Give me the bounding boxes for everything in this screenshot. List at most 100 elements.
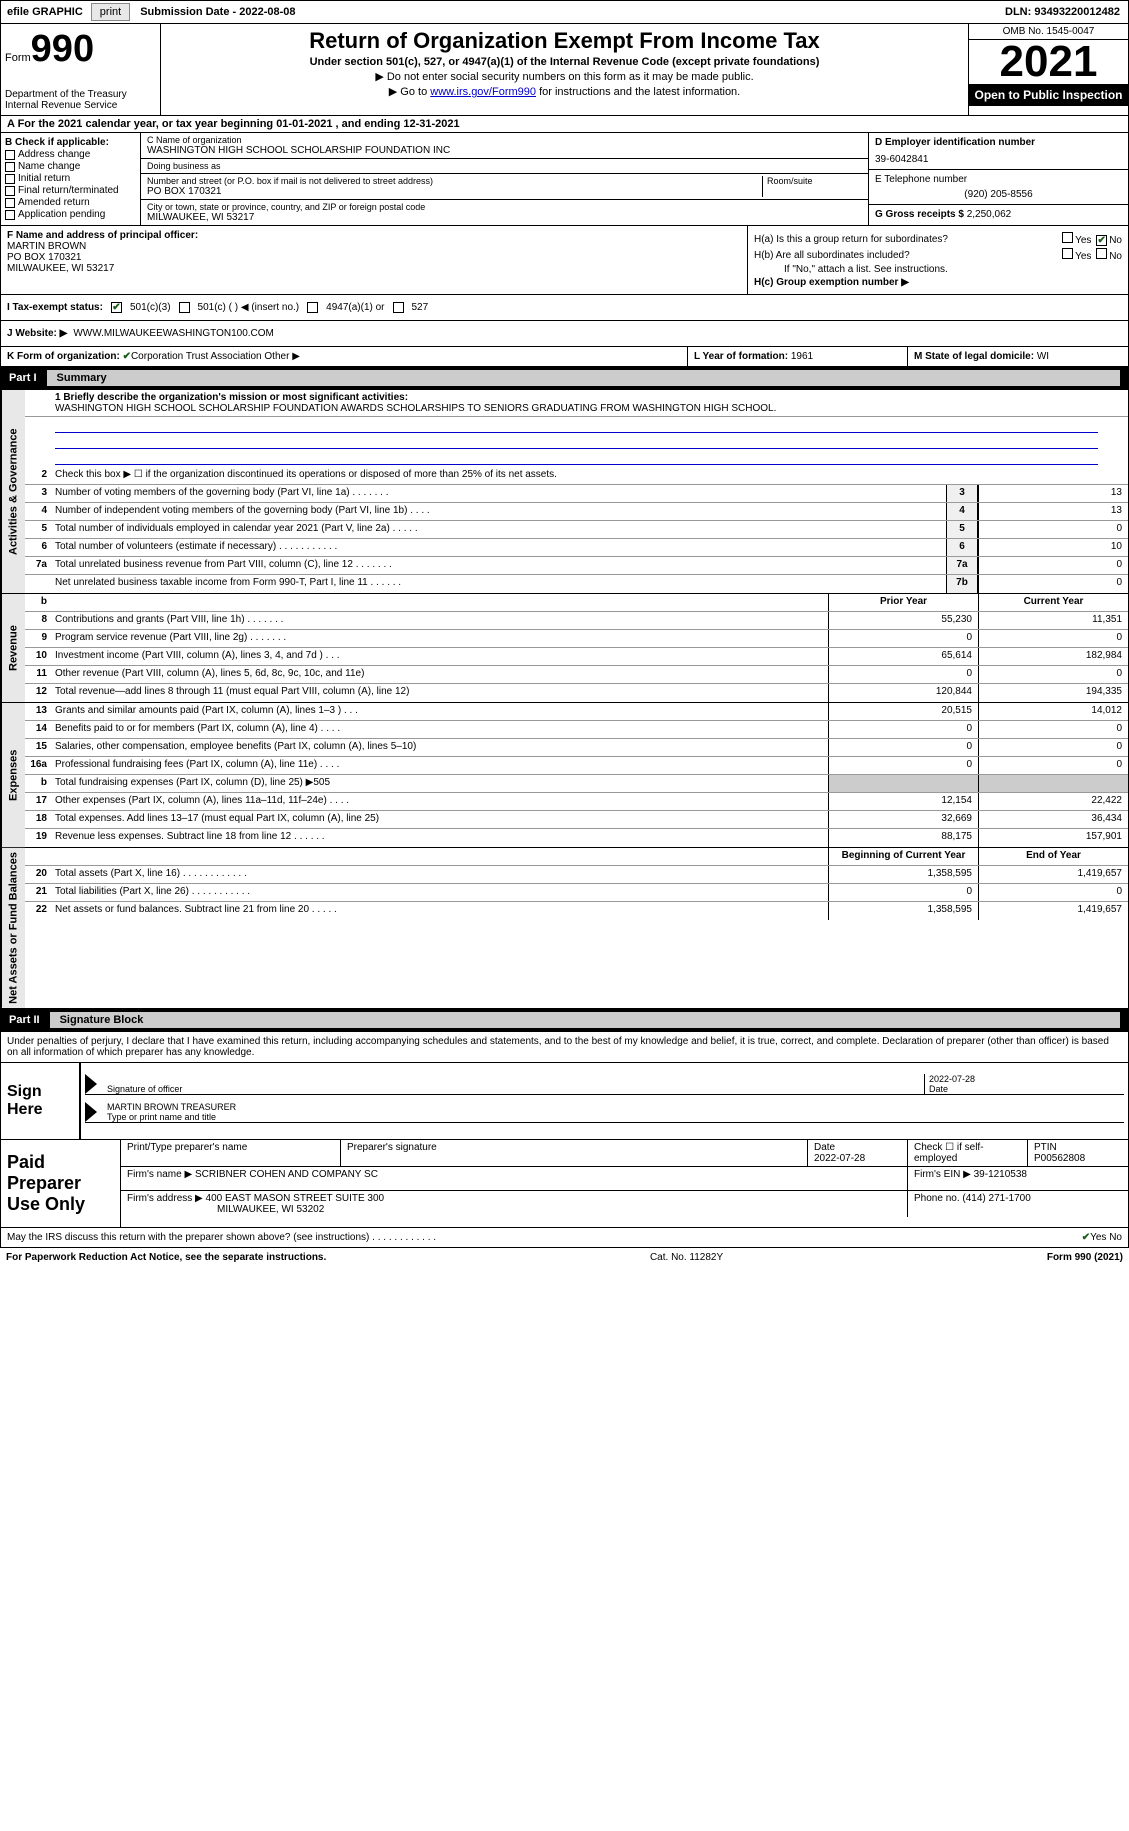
firm-addr: Firm's address ▶ 400 EAST MASON STREET S… bbox=[121, 1191, 908, 1217]
table-row: 18Total expenses. Add lines 13–17 (must … bbox=[25, 811, 1128, 829]
check-501c3[interactable]: ✔ bbox=[111, 302, 122, 313]
summary-revenue: Revenue b Prior Year Current Year 8Contr… bbox=[0, 594, 1129, 703]
table-row: 19Revenue less expenses. Subtract line 1… bbox=[25, 829, 1128, 847]
form-prefix: Form bbox=[5, 52, 31, 64]
discuss-row: May the IRS discuss this return with the… bbox=[0, 1228, 1129, 1248]
print-button[interactable]: print bbox=[91, 3, 130, 21]
prep-date: Date2022-07-28 bbox=[808, 1140, 908, 1166]
check-name-change[interactable]: Name change bbox=[5, 161, 136, 172]
table-row: 8Contributions and grants (Part VIII, li… bbox=[25, 612, 1128, 630]
title-block: Return of Organization Exempt From Incom… bbox=[161, 24, 968, 115]
dln-number: DLN: 93493220012482 bbox=[997, 6, 1128, 18]
hb-no[interactable] bbox=[1096, 248, 1107, 259]
part-ii-header: Part II Signature Block bbox=[0, 1009, 1129, 1032]
addr-label: Number and street (or P.O. box if mail i… bbox=[147, 176, 762, 186]
org-name: WASHINGTON HIGH SCHOOL SCHOLARSHIP FOUND… bbox=[147, 145, 862, 156]
check-527[interactable] bbox=[393, 302, 404, 313]
phone-value: (920) 205-8556 bbox=[875, 189, 1122, 200]
mission-text: WASHINGTON HIGH SCHOOL SCHOLARSHIP FOUND… bbox=[55, 403, 776, 414]
col-f-officer: F Name and address of principal officer:… bbox=[1, 226, 748, 294]
main-info-block: B Check if applicable: Address change Na… bbox=[0, 133, 1129, 226]
table-row: 13Grants and similar amounts paid (Part … bbox=[25, 703, 1128, 721]
state-domicile: WI bbox=[1037, 351, 1049, 362]
table-row: 16aProfessional fundraising fees (Part I… bbox=[25, 757, 1128, 775]
check-amended-return[interactable]: Amended return bbox=[5, 197, 136, 208]
form-header: Form990 Department of the Treasury Inter… bbox=[0, 24, 1129, 116]
col-de-block: D Employer identification number 39-6042… bbox=[868, 133, 1128, 225]
hdr-begin: Beginning of Current Year bbox=[828, 848, 978, 865]
officer-name: MARTIN BROWN bbox=[7, 241, 86, 252]
check-initial-return[interactable]: Initial return bbox=[5, 173, 136, 184]
room-label: Room/suite bbox=[767, 176, 862, 186]
phone-label: E Telephone number bbox=[875, 174, 967, 185]
mission-blank-line bbox=[55, 419, 1098, 433]
sig-officer-field: Signature of officer bbox=[103, 1074, 924, 1094]
check-address-change[interactable]: Address change bbox=[5, 149, 136, 160]
table-row: 4Number of independent voting members of… bbox=[25, 503, 1128, 521]
sign-here-label: Sign Here bbox=[1, 1063, 81, 1139]
firm-ein: Firm's EIN ▶ 39-1210538 bbox=[908, 1167, 1128, 1190]
firm-phone: Phone no. (414) 271-1700 bbox=[908, 1191, 1128, 1217]
row-j-website: J Website: ▶ WWW.MILWAUKEEWASHINGTON100.… bbox=[0, 321, 1129, 347]
check-corporation[interactable]: ✔ bbox=[123, 351, 131, 362]
firm-name: Firm's name ▶ SCRIBNER COHEN AND COMPANY… bbox=[121, 1167, 908, 1190]
irs-link[interactable]: www.irs.gov/Form990 bbox=[430, 86, 536, 98]
prep-sig-label: Preparer's signature bbox=[341, 1140, 808, 1166]
table-row: 10Investment income (Part VIII, column (… bbox=[25, 648, 1128, 666]
col-h-group: H(a) Is this a group return for subordin… bbox=[748, 226, 1128, 294]
footer: For Paperwork Reduction Act Notice, see … bbox=[0, 1248, 1129, 1267]
check-final-return[interactable]: Final return/terminated bbox=[5, 185, 136, 196]
check-application-pending[interactable]: Application pending bbox=[5, 209, 136, 220]
table-row: 11Other revenue (Part VIII, column (A), … bbox=[25, 666, 1128, 684]
col-c-org-info: C Name of organization WASHINGTON HIGH S… bbox=[141, 133, 868, 225]
hdr-end: End of Year bbox=[978, 848, 1128, 865]
city-value: MILWAUKEE, WI 53217 bbox=[147, 212, 862, 223]
cat-number: Cat. No. 11282Y bbox=[650, 1252, 723, 1263]
table-row: 5Total number of individuals employed in… bbox=[25, 521, 1128, 539]
ein-value: 39-6042841 bbox=[875, 154, 1122, 165]
sig-date-field: 2022-07-28Date bbox=[924, 1074, 1124, 1094]
perjury-text: Under penalties of perjury, I declare th… bbox=[1, 1032, 1128, 1063]
side-net-assets: Net Assets or Fund Balances bbox=[1, 848, 25, 1008]
hdr-prior: Prior Year bbox=[828, 594, 978, 611]
table-row: 9Program service revenue (Part VIII, lin… bbox=[25, 630, 1128, 648]
mission-blank-line bbox=[55, 435, 1098, 449]
officer-addr: PO BOX 170321 bbox=[7, 252, 82, 263]
side-revenue: Revenue bbox=[1, 594, 25, 702]
prep-name-label: Print/Type preparer's name bbox=[121, 1140, 341, 1166]
ha-no[interactable]: ✔ bbox=[1096, 235, 1107, 246]
table-row: Net unrelated business taxable income fr… bbox=[25, 575, 1128, 593]
table-row: 14Benefits paid to or for members (Part … bbox=[25, 721, 1128, 739]
table-row: 17Other expenses (Part IX, column (A), l… bbox=[25, 793, 1128, 811]
table-row: bTotal fundraising expenses (Part IX, co… bbox=[25, 775, 1128, 793]
city-label: City or town, state or province, country… bbox=[147, 202, 862, 212]
hdr-current: Current Year bbox=[978, 594, 1128, 611]
row-fh: F Name and address of principal officer:… bbox=[0, 226, 1129, 295]
discuss-yes[interactable]: ✔ bbox=[1082, 1232, 1090, 1243]
form-ref: Form 990 (2021) bbox=[1047, 1252, 1123, 1263]
dba-label: Doing business as bbox=[147, 161, 862, 171]
arrow-icon bbox=[85, 1102, 97, 1122]
row-a-period: A For the 2021 calendar year, or tax yea… bbox=[0, 116, 1129, 133]
table-row: 20Total assets (Part X, line 16) . . . .… bbox=[25, 866, 1128, 884]
mission-label: 1 Briefly describe the organization's mi… bbox=[25, 390, 1128, 417]
form-subtitle: Under section 501(c), 527, or 4947(a)(1)… bbox=[165, 56, 964, 68]
gross-receipts-value: 2,250,062 bbox=[967, 209, 1012, 220]
line-2: Check this box ▶ ☐ if the organization d… bbox=[51, 467, 1128, 484]
ha-yes[interactable] bbox=[1062, 232, 1073, 243]
tax-year: 2021 bbox=[969, 40, 1128, 84]
table-row: 21Total liabilities (Part X, line 26) . … bbox=[25, 884, 1128, 902]
check-501c[interactable] bbox=[179, 302, 190, 313]
check-4947[interactable] bbox=[307, 302, 318, 313]
signature-section: Under penalties of perjury, I declare th… bbox=[0, 1032, 1129, 1140]
summary-expenses: Expenses 13Grants and similar amounts pa… bbox=[0, 703, 1129, 848]
table-row: 15Salaries, other compensation, employee… bbox=[25, 739, 1128, 757]
form-number: 990 bbox=[31, 28, 94, 70]
side-expenses: Expenses bbox=[1, 703, 25, 847]
col-b-checkboxes: B Check if applicable: Address change Na… bbox=[1, 133, 141, 225]
summary-net-assets: Net Assets or Fund Balances Beginning of… bbox=[0, 848, 1129, 1009]
hb-yes[interactable] bbox=[1062, 248, 1073, 259]
sig-name-field: MARTIN BROWN TREASURERType or print name… bbox=[103, 1102, 1124, 1122]
year-formation: 1961 bbox=[791, 351, 813, 362]
efile-label: efile GRAPHIC bbox=[1, 6, 89, 18]
